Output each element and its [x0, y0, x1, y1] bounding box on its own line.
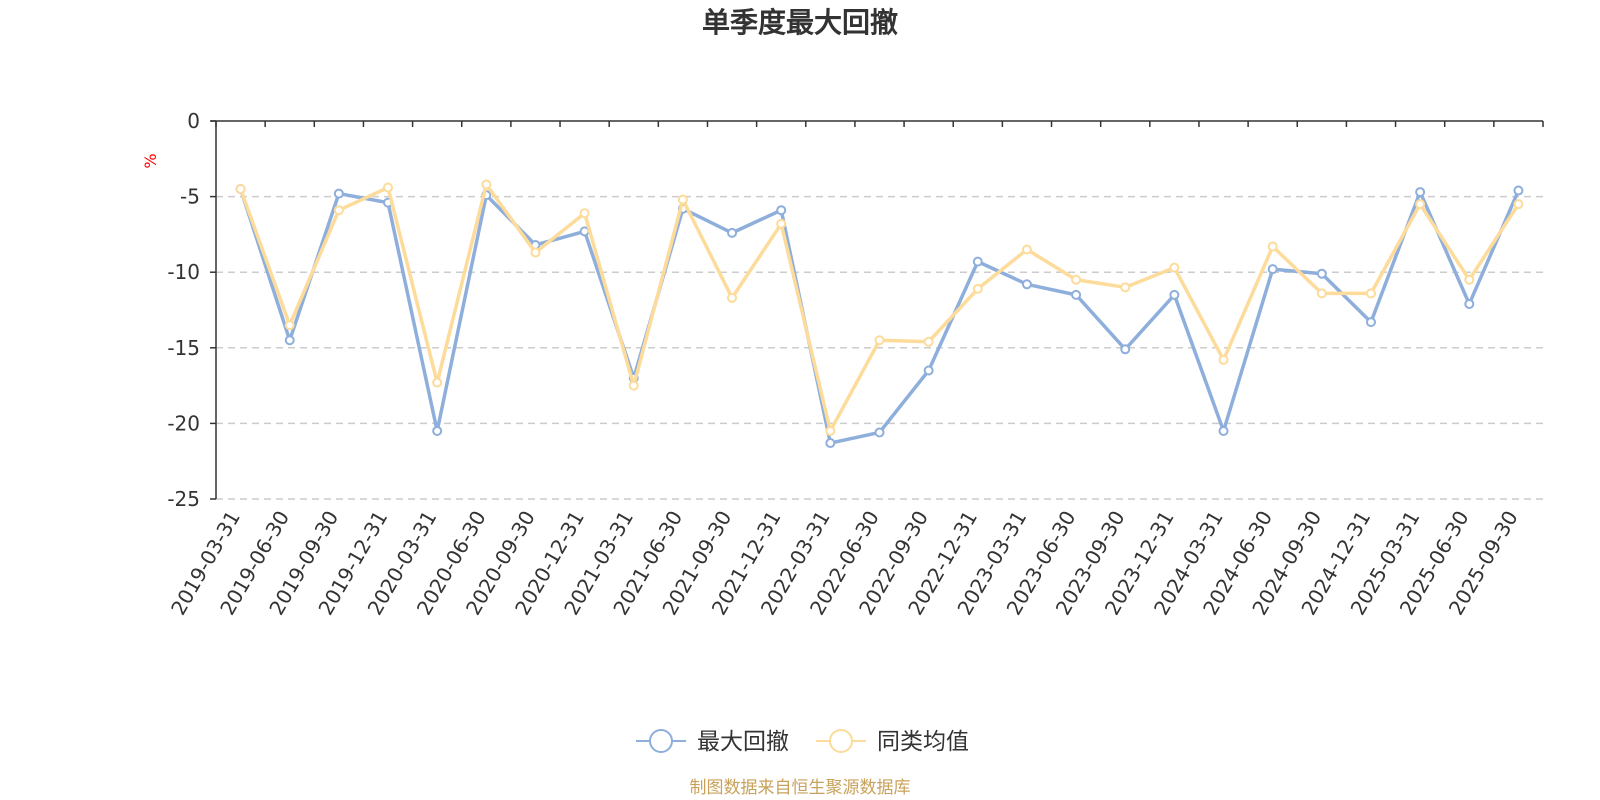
axes [210, 120, 1544, 500]
data-point[interactable] [432, 425, 443, 436]
y-unit-label: % [141, 153, 160, 168]
data-point[interactable] [1365, 317, 1376, 328]
data-point[interactable] [1021, 279, 1032, 290]
data-point[interactable] [628, 380, 639, 391]
data-point[interactable] [579, 208, 590, 219]
data-point[interactable] [1120, 344, 1131, 355]
data-point[interactable] [825, 438, 836, 449]
series-line [238, 188, 1521, 445]
data-point[interactable] [1513, 185, 1524, 196]
data-point[interactable] [1071, 289, 1082, 300]
y-tick-label: -25 [167, 487, 200, 511]
data-point[interactable] [1365, 288, 1376, 299]
data-point[interactable] [1218, 354, 1229, 365]
data-point[interactable] [677, 194, 688, 205]
y-tick-label: -10 [167, 260, 200, 284]
legend[interactable]: 最大回撤 同类均值 [636, 729, 969, 755]
legend-item-1[interactable]: 最大回撤 [636, 729, 789, 755]
data-point[interactable] [1021, 244, 1032, 255]
y-tick-label: 0 [187, 109, 200, 133]
source-note: 制图数据来自恒生聚源数据库 [690, 778, 911, 798]
legend-swatch-marker [649, 729, 673, 753]
y-tick-label: -15 [167, 336, 200, 360]
data-point[interactable] [432, 377, 443, 388]
legend-swatch-marker [829, 729, 853, 753]
data-point[interactable] [972, 256, 983, 267]
chart-title: 单季度最大回撤 [702, 6, 898, 39]
series-layer [235, 179, 1524, 449]
data-point[interactable] [333, 188, 344, 199]
data-point[interactable] [825, 425, 836, 436]
y-tick-label: -5 [180, 185, 200, 209]
data-point[interactable] [1464, 274, 1475, 285]
data-point[interactable] [1464, 298, 1475, 309]
data-point[interactable] [481, 179, 492, 190]
data-point[interactable] [1267, 264, 1278, 275]
data-point[interactable] [1316, 268, 1327, 279]
data-point[interactable] [1415, 199, 1426, 210]
data-point[interactable] [235, 184, 246, 195]
legend-label: 同类均值 [877, 729, 969, 755]
data-point[interactable] [727, 227, 738, 238]
legend-label: 最大回撤 [697, 729, 789, 755]
data-point[interactable] [1120, 282, 1131, 293]
data-point[interactable] [874, 335, 885, 346]
data-point[interactable] [776, 205, 787, 216]
series-2 [235, 179, 1524, 436]
legend-item-2[interactable]: 同类均值 [816, 729, 969, 755]
data-point[interactable] [1513, 199, 1524, 210]
data-point[interactable] [284, 320, 295, 331]
series-1 [235, 184, 1524, 449]
data-point[interactable] [530, 247, 541, 258]
data-point[interactable] [923, 365, 934, 376]
data-point[interactable] [1169, 289, 1180, 300]
data-point[interactable] [874, 427, 885, 438]
data-point[interactable] [727, 292, 738, 303]
data-point[interactable] [1267, 241, 1278, 252]
x-tick-labels: 2019-03-312019-06-302019-09-302019-12-31… [166, 506, 1523, 619]
data-point[interactable] [1218, 425, 1229, 436]
data-point[interactable] [776, 218, 787, 229]
grid-lines [216, 195, 1543, 500]
data-point[interactable] [1415, 187, 1426, 198]
data-point[interactable] [972, 283, 983, 294]
data-point[interactable] [333, 205, 344, 216]
data-point[interactable] [1316, 288, 1327, 299]
data-point[interactable] [284, 335, 295, 346]
series-line [238, 182, 1520, 433]
data-point[interactable] [923, 336, 934, 347]
data-point[interactable] [383, 182, 394, 193]
data-point[interactable] [1169, 262, 1180, 273]
y-tick-label: -20 [167, 411, 200, 435]
y-tick-labels: 0 -5 -10 -15 -20 -25 [167, 109, 200, 511]
data-point[interactable] [1071, 274, 1082, 285]
